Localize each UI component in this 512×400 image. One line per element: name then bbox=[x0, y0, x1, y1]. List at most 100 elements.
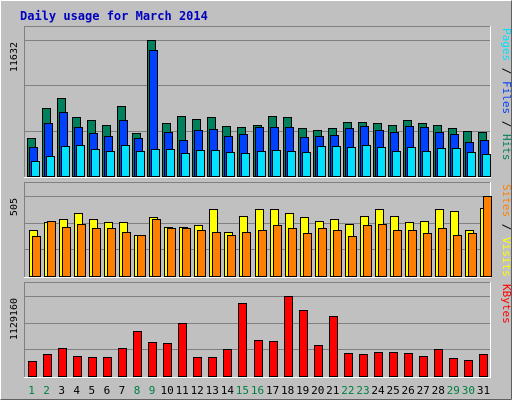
legend-segment: KBytes bbox=[500, 284, 512, 324]
day-label-10: 10 bbox=[160, 384, 173, 397]
panel-kbytes: 1129160 KBytes bbox=[9, 282, 512, 378]
kbytes-bar bbox=[133, 331, 142, 377]
day-label-16: 16 bbox=[251, 384, 264, 397]
kbytes-bar bbox=[118, 348, 127, 377]
pages-bar bbox=[317, 146, 326, 177]
y-max-tick-label: 11632 bbox=[9, 42, 20, 72]
kbytes-bar bbox=[223, 349, 232, 377]
sites-bar bbox=[378, 224, 387, 277]
sites-bar bbox=[137, 235, 146, 277]
sites-bar bbox=[468, 233, 477, 277]
pages-bar bbox=[121, 145, 130, 177]
legend-segment: Pages bbox=[500, 28, 512, 61]
sites-bar bbox=[273, 225, 282, 277]
kbytes-bar bbox=[299, 310, 308, 377]
day-label-21: 21 bbox=[326, 384, 339, 397]
panel-hits-files-pages: 11632 Pages / Files / Hits bbox=[9, 26, 512, 178]
pages-bar bbox=[287, 151, 296, 177]
day-label-22: 22 bbox=[341, 384, 354, 397]
pages-bar bbox=[226, 152, 235, 177]
day-label-5: 5 bbox=[88, 384, 95, 397]
sites-bar bbox=[167, 228, 176, 277]
day-label-15: 15 bbox=[236, 384, 249, 397]
sites-bar bbox=[122, 232, 131, 277]
pages-bar bbox=[482, 154, 491, 177]
kbytes-bar bbox=[269, 341, 278, 377]
sites-bar bbox=[227, 235, 236, 277]
legend-segment: Hits bbox=[500, 134, 512, 161]
sites-bar bbox=[62, 227, 71, 277]
sites-bar bbox=[288, 228, 297, 277]
day-label-1: 1 bbox=[28, 384, 35, 397]
panel-visits-sites: 505 Sites / Visits bbox=[9, 182, 512, 278]
pages-bar bbox=[362, 145, 371, 177]
kbytes-bar bbox=[314, 345, 323, 377]
pages-bar bbox=[136, 151, 145, 177]
day-label-3: 3 bbox=[58, 384, 65, 397]
kbytes-bar bbox=[73, 356, 82, 377]
kbytes-bar bbox=[254, 340, 263, 377]
legend-segment: Files bbox=[500, 81, 512, 114]
sites-bar bbox=[242, 232, 251, 277]
sites-bar bbox=[32, 236, 41, 277]
day-label-30: 30 bbox=[462, 384, 475, 397]
day-label-18: 18 bbox=[281, 384, 294, 397]
legend-segment: / bbox=[500, 61, 512, 81]
sites-bar bbox=[197, 230, 206, 277]
kbytes-bar bbox=[58, 348, 67, 377]
pages-bar bbox=[422, 151, 431, 177]
series-pages bbox=[31, 145, 491, 177]
kbytes-bar bbox=[148, 342, 157, 377]
pages-bar bbox=[437, 148, 446, 177]
series-kbytes bbox=[28, 296, 488, 377]
pages-bar bbox=[241, 153, 250, 177]
series-legend-label: KBytes bbox=[500, 284, 512, 324]
kbytes-bar bbox=[389, 352, 398, 377]
kbytes-bar bbox=[43, 354, 52, 377]
pages-bar bbox=[392, 151, 401, 177]
pages-bar bbox=[272, 150, 281, 177]
sites-bar bbox=[318, 228, 327, 277]
pages-bar bbox=[106, 151, 115, 177]
sites-bar bbox=[152, 219, 161, 277]
legend-segment: Visits bbox=[500, 237, 512, 277]
pages-bar bbox=[196, 150, 205, 177]
y-max-tick-label: 1129160 bbox=[9, 298, 20, 340]
kbytes-bar bbox=[419, 356, 428, 377]
day-label-19: 19 bbox=[296, 384, 309, 397]
sites-bar bbox=[483, 196, 492, 277]
day-label-20: 20 bbox=[311, 384, 324, 397]
sites-bar bbox=[348, 236, 357, 277]
sites-bar bbox=[47, 221, 56, 277]
pages-bar bbox=[166, 149, 175, 177]
kbytes-bar bbox=[359, 354, 368, 377]
kbytes-bar bbox=[479, 354, 488, 377]
day-label-24: 24 bbox=[371, 384, 385, 397]
pages-bar bbox=[211, 150, 220, 177]
sites-bar bbox=[453, 235, 462, 277]
sites-bar bbox=[303, 233, 312, 277]
kbytes-bar bbox=[103, 357, 112, 377]
pages-bar bbox=[452, 148, 461, 177]
x-axis-day-labels: 1 2 3 4 5 6 7 8 9 10 11 12 13 14 15 16 17 18 19 20 21 22 23 24 2… bbox=[28, 384, 490, 397]
pages-bar bbox=[332, 146, 341, 177]
sites-bar bbox=[423, 233, 432, 277]
pages-bar bbox=[181, 153, 190, 177]
pages-bar bbox=[31, 161, 40, 177]
sites-bar bbox=[258, 230, 267, 277]
kbytes-bar bbox=[238, 303, 247, 377]
kbytes-bar bbox=[344, 353, 353, 377]
pages-bar bbox=[347, 147, 356, 177]
day-label-14: 14 bbox=[221, 384, 235, 397]
legend-segment: / bbox=[500, 217, 512, 237]
pages-bar bbox=[377, 147, 386, 177]
day-label-13: 13 bbox=[206, 384, 219, 397]
day-label-11: 11 bbox=[176, 384, 189, 397]
day-label-4: 4 bbox=[73, 384, 80, 397]
chart-title: Daily usage for March 2014 bbox=[20, 9, 208, 23]
day-label-31: 31 bbox=[477, 384, 490, 397]
day-label-26: 26 bbox=[401, 384, 414, 397]
pages-bar bbox=[61, 146, 70, 177]
day-label-2: 2 bbox=[43, 384, 50, 397]
